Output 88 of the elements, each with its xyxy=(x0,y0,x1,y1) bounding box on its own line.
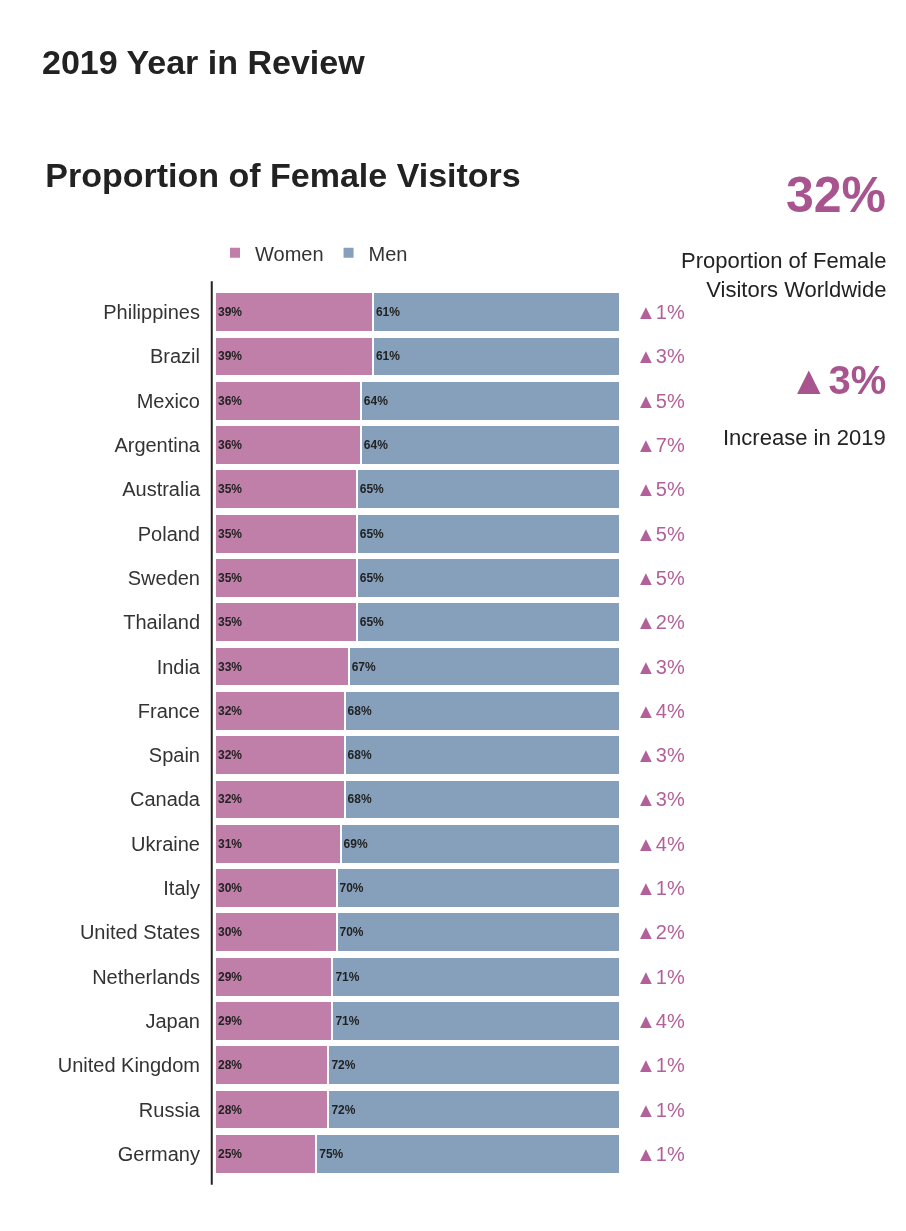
data-label: 75% xyxy=(319,1146,344,1161)
text: ▲1% xyxy=(636,1054,685,1076)
y-tick-label: Canada xyxy=(129,788,201,811)
text: ▲7% xyxy=(636,434,685,456)
legend-label: Women xyxy=(255,242,324,265)
data-label: 30% xyxy=(218,925,243,940)
text: ▲2% xyxy=(636,611,685,633)
y-tick-label: Germany xyxy=(117,1142,200,1165)
data-label: 65% xyxy=(359,482,385,497)
text: ▲3% xyxy=(636,345,685,367)
data-label: 35% xyxy=(218,570,243,585)
text: ▲5% xyxy=(636,567,685,589)
data-label: 39% xyxy=(218,305,243,320)
text: ▲2% xyxy=(636,921,685,943)
data-label: 71% xyxy=(335,969,360,984)
data-label: 65% xyxy=(359,615,385,630)
data-label: 65% xyxy=(359,526,385,541)
data-label: 36% xyxy=(218,438,243,453)
text: ▲1% xyxy=(636,966,685,988)
y-tick-label: Brazil xyxy=(149,345,200,368)
data-label: 32% xyxy=(218,703,243,718)
data-label: 67% xyxy=(351,659,376,674)
y-tick-label: Netherlands xyxy=(92,965,200,988)
text: ▲3% xyxy=(789,358,887,402)
text: Proportion of Female Visitors Worldwide xyxy=(681,248,887,302)
y-tick-label: Japan xyxy=(145,1009,200,1032)
y-tick-label: India xyxy=(156,655,201,678)
text: 2019 Year in Review xyxy=(42,43,366,81)
text: ▲1% xyxy=(636,301,685,323)
text: ▲3% xyxy=(636,744,685,766)
data-label: 61% xyxy=(375,349,401,364)
data-label: 64% xyxy=(363,438,389,453)
text: ▲4% xyxy=(636,700,685,722)
text: ▲4% xyxy=(636,833,685,855)
data-label: 30% xyxy=(218,881,243,896)
data-label: 72% xyxy=(331,1102,356,1117)
y-tick-label: Poland xyxy=(137,522,200,545)
text: ▲5% xyxy=(636,523,685,545)
y-tick-label: Argentina xyxy=(114,434,201,457)
data-label: 28% xyxy=(218,1058,243,1073)
text: Increase in 2019 xyxy=(723,425,886,450)
y-tick-label: Philippines xyxy=(103,301,200,324)
data-label: 35% xyxy=(218,615,243,630)
data-label: 33% xyxy=(218,659,243,674)
data-label: 36% xyxy=(218,393,243,408)
y-tick-label: Russia xyxy=(138,1098,201,1121)
data-label: 32% xyxy=(218,748,243,763)
y-tick-label: United States xyxy=(79,921,200,944)
y-tick-label: Spain xyxy=(148,744,200,767)
y-tick-label: Sweden xyxy=(127,566,200,589)
y-tick-label: United Kingdom xyxy=(57,1054,200,1077)
text: ▲1% xyxy=(636,1143,685,1165)
text: ▲5% xyxy=(636,478,685,500)
data-label: 69% xyxy=(343,836,368,851)
text: ▲3% xyxy=(636,656,685,678)
data-label: 68% xyxy=(347,792,372,807)
legend-label: Men xyxy=(368,242,408,265)
text: ▲1% xyxy=(636,877,685,899)
data-label: 68% xyxy=(347,703,372,718)
data-label: 25% xyxy=(218,1146,243,1161)
data-label: 32% xyxy=(218,792,243,807)
text: ▲5% xyxy=(636,390,685,412)
text: ▲4% xyxy=(636,1010,685,1032)
data-label: 31% xyxy=(218,836,243,851)
y-tick-label: Italy xyxy=(163,877,200,900)
data-label: 39% xyxy=(218,349,243,364)
text: ▲3% xyxy=(636,788,685,810)
data-label: 35% xyxy=(218,526,243,541)
y-tick-label: Mexico xyxy=(136,389,200,412)
data-label: 29% xyxy=(218,1013,243,1028)
data-label: 68% xyxy=(347,748,372,763)
data-label: 70% xyxy=(339,881,364,896)
chart-title: Proportion of Female Visitors xyxy=(45,155,521,194)
y-tick-label: Thailand xyxy=(123,611,200,634)
data-label: 28% xyxy=(218,1102,243,1117)
y-tick-label: Australia xyxy=(122,478,201,501)
data-label: 35% xyxy=(218,482,243,497)
data-label: 29% xyxy=(218,969,243,984)
data-label: 61% xyxy=(375,305,401,320)
text: 32% xyxy=(786,167,887,223)
data-label: 64% xyxy=(363,393,389,408)
y-tick-label: France xyxy=(137,699,200,722)
data-label: 65% xyxy=(359,570,385,585)
data-label: 71% xyxy=(335,1013,360,1028)
y-tick-label: Ukraine xyxy=(131,832,200,855)
text: ▲1% xyxy=(636,1099,685,1121)
data-label: 72% xyxy=(331,1058,356,1073)
data-label: 70% xyxy=(339,925,364,940)
